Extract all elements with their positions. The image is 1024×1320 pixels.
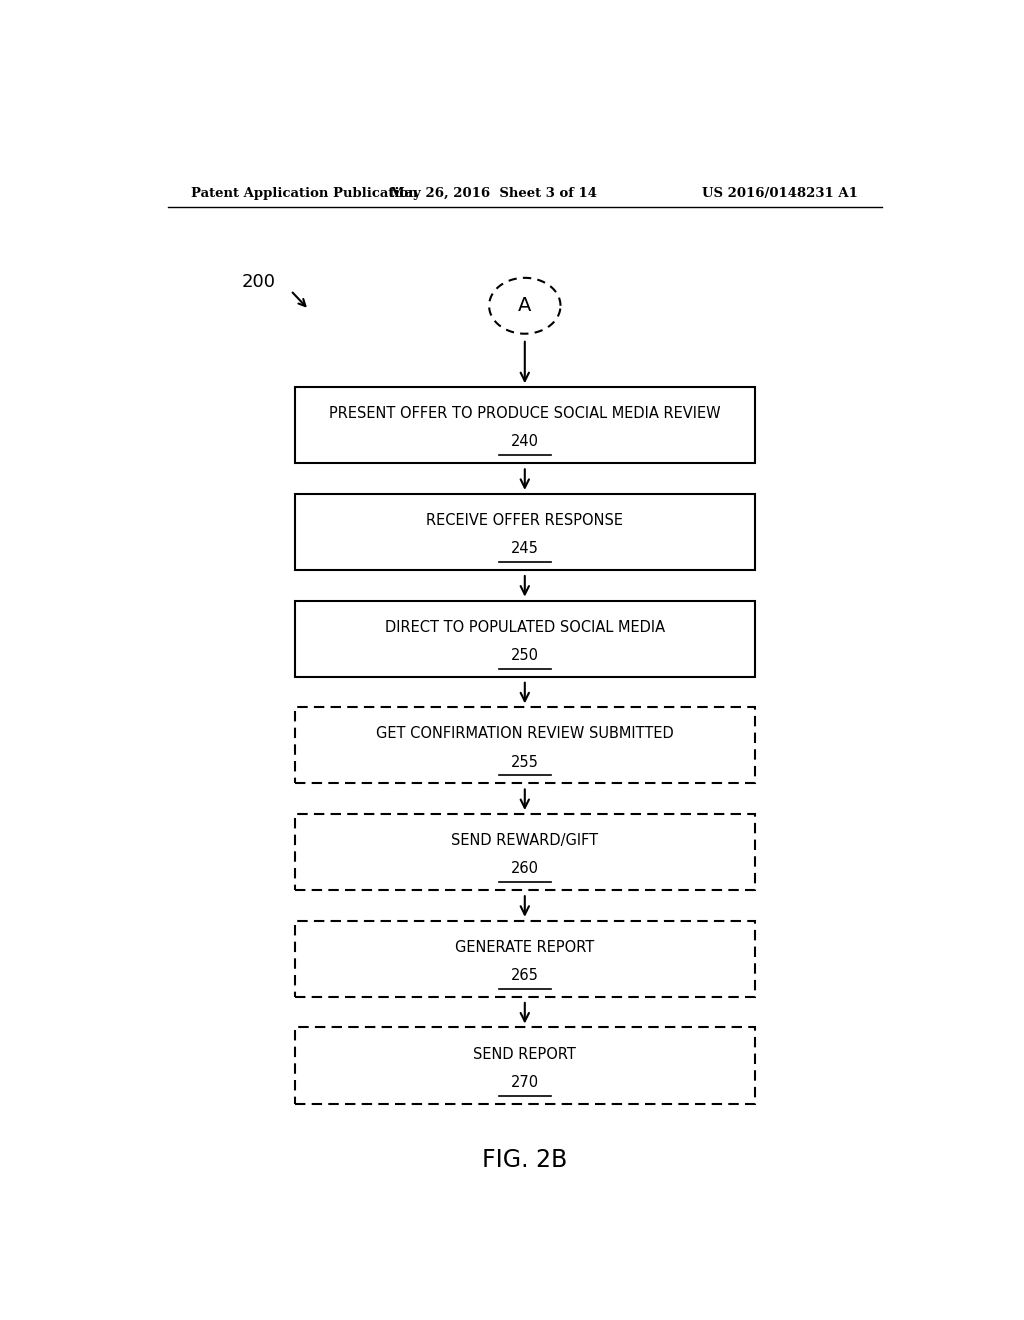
Text: 270: 270 (511, 1074, 539, 1090)
FancyBboxPatch shape (295, 387, 755, 463)
Text: 265: 265 (511, 968, 539, 983)
Text: May 26, 2016  Sheet 3 of 14: May 26, 2016 Sheet 3 of 14 (389, 187, 597, 201)
Text: 255: 255 (511, 755, 539, 770)
Text: RECEIVE OFFER RESPONSE: RECEIVE OFFER RESPONSE (426, 513, 624, 528)
Text: 200: 200 (242, 273, 275, 292)
FancyBboxPatch shape (295, 494, 755, 570)
Text: 240: 240 (511, 434, 539, 450)
FancyBboxPatch shape (295, 814, 755, 890)
Text: 250: 250 (511, 648, 539, 663)
Text: SEND REWARD/GIFT: SEND REWARD/GIFT (452, 833, 598, 849)
Text: DIRECT TO POPULATED SOCIAL MEDIA: DIRECT TO POPULATED SOCIAL MEDIA (385, 619, 665, 635)
Text: GET CONFIRMATION REVIEW SUBMITTED: GET CONFIRMATION REVIEW SUBMITTED (376, 726, 674, 742)
Text: PRESENT OFFER TO PRODUCE SOCIAL MEDIA REVIEW: PRESENT OFFER TO PRODUCE SOCIAL MEDIA RE… (329, 407, 721, 421)
Text: SEND REPORT: SEND REPORT (473, 1047, 577, 1061)
Text: 245: 245 (511, 541, 539, 556)
Text: 260: 260 (511, 862, 539, 876)
FancyBboxPatch shape (295, 601, 755, 677)
Text: A: A (518, 296, 531, 315)
Text: Patent Application Publication: Patent Application Publication (191, 187, 418, 201)
Text: US 2016/0148231 A1: US 2016/0148231 A1 (702, 187, 858, 201)
Text: GENERATE REPORT: GENERATE REPORT (456, 940, 594, 954)
Text: FIG. 2B: FIG. 2B (482, 1147, 567, 1172)
FancyBboxPatch shape (295, 1027, 755, 1104)
FancyBboxPatch shape (295, 708, 755, 784)
FancyBboxPatch shape (295, 921, 755, 997)
